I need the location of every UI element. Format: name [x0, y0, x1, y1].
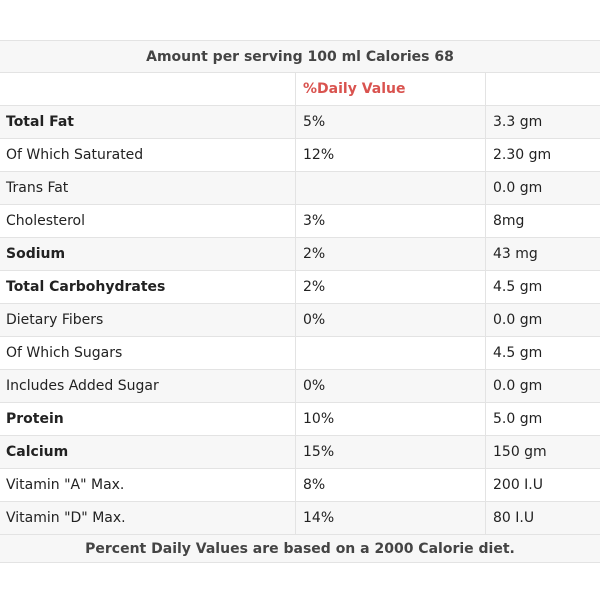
nutrient-amount: 80 I.U — [493, 510, 535, 526]
nutrient-daily-value: 15% — [296, 436, 486, 468]
nutrient-name: Calcium — [0, 436, 296, 468]
nutrient-name: Of Which Saturated — [0, 139, 296, 171]
nutrient-row: Protein 10% 5.0 gm — [0, 403, 600, 436]
serving-title: Amount per serving 100 ml Calories 68 — [146, 48, 454, 65]
column-header-row: %Daily Value — [0, 73, 600, 106]
nutrient-daily-value — [296, 172, 486, 204]
nutrient-daily-value — [296, 337, 486, 369]
nutrient-row: Calcium 15% 150 gm — [0, 436, 600, 469]
nutrient-daily-value: 0% — [296, 304, 486, 336]
nutrient-row: Of Which Sugars 4.5 gm — [0, 337, 600, 370]
nutrient-daily-value: 10% — [296, 403, 486, 435]
nutrition-facts-table: Amount per serving 100 ml Calories 68 %D… — [0, 40, 600, 563]
nutrient-row: Total Fat 5% 3.3 gm — [0, 106, 600, 139]
nutrient-daily-value: 2% — [296, 238, 486, 270]
nutrient-daily-value: 14% — [296, 502, 486, 534]
nutrient-name: Protein — [0, 403, 296, 435]
daily-value-footnote: Percent Daily Values are based on a 2000… — [85, 540, 515, 557]
nutrient-name: Total Carbohydrates — [0, 271, 296, 303]
nutrient-amount: 4.5 gm — [493, 345, 543, 361]
nutrient-daily-value: 5% — [296, 106, 486, 138]
nutrient-name: Dietary Fibers — [0, 304, 296, 336]
nutrient-name: Cholesterol — [0, 205, 296, 237]
nutrient-row: Dietary Fibers 0% 0.0 gm — [0, 304, 600, 337]
nutrient-daily-value: 12% — [296, 139, 486, 171]
nutrient-name: Total Fat — [0, 106, 296, 138]
nutrient-amount: 5.0 gm — [493, 411, 543, 427]
nutrient-amount: 150 gm — [493, 444, 547, 460]
nutrient-row: Includes Added Sugar 0% 0.0 gm — [0, 370, 600, 403]
header-amount-cell — [486, 73, 600, 105]
daily-value-header: %Daily Value — [296, 73, 486, 105]
nutrient-row: Vitamin "A" Max. 8% 200 I.U — [0, 469, 600, 502]
nutrient-name: Vitamin "A" Max. — [0, 469, 296, 501]
nutrient-name: Sodium — [0, 238, 296, 270]
serving-title-row: Amount per serving 100 ml Calories 68 — [0, 40, 600, 73]
nutrient-daily-value: 8% — [296, 469, 486, 501]
nutrient-daily-value: 2% — [296, 271, 486, 303]
nutrient-amount: 4.5 gm — [493, 279, 543, 295]
nutrient-amount: 8mg — [493, 213, 525, 229]
footer-row: Percent Daily Values are based on a 2000… — [0, 535, 600, 563]
nutrient-row: Total Carbohydrates 2% 4.5 gm — [0, 271, 600, 304]
nutrient-row: Of Which Saturated 12% 2.30 gm — [0, 139, 600, 172]
nutrient-amount: 0.0 gm — [493, 378, 543, 394]
nutrient-name: Vitamin "D" Max. — [0, 502, 296, 534]
nutrient-amount: 0.0 gm — [493, 312, 543, 328]
nutrient-name: Includes Added Sugar — [0, 370, 296, 402]
nutrient-amount: 200 I.U — [493, 477, 543, 493]
nutrient-daily-value: 0% — [296, 370, 486, 402]
nutrient-name: Of Which Sugars — [0, 337, 296, 369]
nutrient-row: Cholesterol 3% 8mg — [0, 205, 600, 238]
nutrient-row: Vitamin "D" Max. 14% 80 I.U — [0, 502, 600, 535]
nutrient-amount: 0.0 gm — [493, 180, 543, 196]
header-name-cell — [0, 73, 296, 105]
nutrient-row: Sodium 2% 43 mg — [0, 238, 600, 271]
nutrient-daily-value: 3% — [296, 205, 486, 237]
nutrient-amount: 43 mg — [493, 246, 538, 262]
nutrient-name: Trans Fat — [0, 172, 296, 204]
nutrient-row: Trans Fat 0.0 gm — [0, 172, 600, 205]
nutrient-amount: 3.3 gm — [493, 114, 543, 130]
nutrient-amount: 2.30 gm — [493, 147, 552, 163]
